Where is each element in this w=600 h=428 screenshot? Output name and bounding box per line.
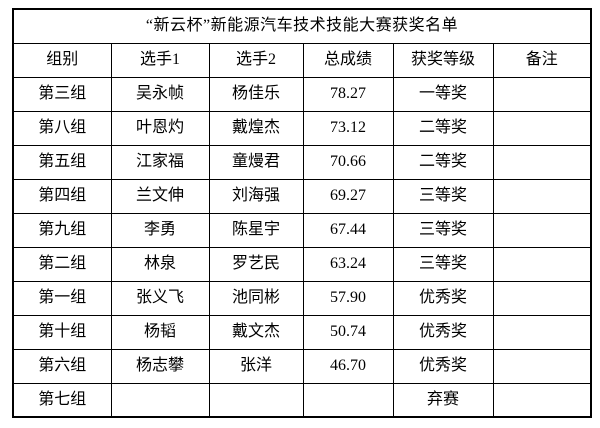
table-cell: [492, 382, 593, 418]
table-cell: 兰文伸: [110, 178, 210, 214]
table-cell: [492, 212, 593, 248]
table-cell: 优秀奖: [392, 314, 494, 350]
table-cell: 三等奖: [392, 212, 494, 248]
table-cell: [492, 314, 593, 350]
table-cell: [492, 178, 593, 214]
table-cell: 46.70: [302, 348, 394, 384]
table-cell: 江家福: [110, 144, 210, 180]
table-cell: 第十组: [12, 314, 112, 350]
table-cell: 杨韬: [110, 314, 210, 350]
table-row: 第九组 李勇 陈星宇 67.44 三等奖: [12, 212, 593, 248]
table-cell: 三等奖: [392, 178, 494, 214]
table-row: 第三组 吴永帧 杨佳乐 78.27 一等奖: [12, 76, 593, 112]
column-header: 获奖等级: [392, 42, 494, 78]
table-row: 第四组 兰文伸 刘海强 69.27 三等奖: [12, 178, 593, 214]
table-cell: 第七组: [12, 382, 112, 418]
table-cell: 70.66: [302, 144, 394, 180]
table-cell: 第四组: [12, 178, 112, 214]
table-cell: 第六组: [12, 348, 112, 384]
table-row: 第八组 叶恩灼 戴煌杰 73.12 二等奖: [12, 110, 593, 146]
table-cell: 二等奖: [392, 144, 494, 180]
table-header-row: 组别 选手1 选手2 总成绩 获奖等级 备注: [12, 42, 593, 78]
award-list-table: “新云杯”新能源汽车技术技能大赛获奖名单 组别 选手1 选手2 总成绩 获奖等级 备注 第…: [11, 8, 593, 418]
table-cell: 第三组: [12, 76, 112, 112]
table-cell: 67.44: [302, 212, 394, 248]
table-cell: 优秀奖: [392, 280, 494, 316]
table-cell: 第八组: [12, 110, 112, 146]
table-cell: [208, 382, 304, 418]
table-cell: 戴文杰: [208, 314, 304, 350]
table-cell: 78.27: [302, 76, 394, 112]
table-title: “新云杯”新能源汽车技术技能大赛获奖名单: [11, 8, 593, 44]
table-cell: [492, 144, 593, 180]
table-cell: 第九组: [12, 212, 112, 248]
table-row: 第一组 张义飞 池同彬 57.90 优秀奖: [12, 280, 593, 316]
table-cell: 三等奖: [392, 246, 494, 282]
table-cell: 张义飞: [110, 280, 210, 316]
column-header: 选手1: [110, 42, 210, 78]
table-cell: [110, 382, 210, 418]
table-cell: 吴永帧: [110, 76, 210, 112]
table-cell: 第五组: [12, 144, 112, 180]
table-cell: 杨志攀: [110, 348, 210, 384]
table-cell: 第二组: [12, 246, 112, 282]
table-cell: 一等奖: [392, 76, 494, 112]
table-cell: [302, 382, 394, 418]
table-cell: [492, 76, 593, 112]
table-cell: 第一组: [12, 280, 112, 316]
column-header: 选手2: [208, 42, 304, 78]
table-cell: 童熳君: [208, 144, 304, 180]
table-cell: 池同彬: [208, 280, 304, 316]
column-header: 备注: [492, 42, 593, 78]
table-row: 第十组 杨韬 戴文杰 50.74 优秀奖: [12, 314, 593, 350]
table-cell: 陈星宇: [208, 212, 304, 248]
table-row: 第七组 弃赛: [12, 382, 593, 418]
table-cell: 弃赛: [392, 382, 494, 418]
table-cell: 戴煌杰: [208, 110, 304, 146]
table-cell: 63.24: [302, 246, 394, 282]
table-row: 第二组 林泉 罗艺民 63.24 三等奖: [12, 246, 593, 282]
table-cell: 二等奖: [392, 110, 494, 146]
table-row: 第五组 江家福 童熳君 70.66 二等奖: [12, 144, 593, 180]
table-title-row: “新云杯”新能源汽车技术技能大赛获奖名单: [11, 8, 593, 44]
table-cell: 林泉: [110, 246, 210, 282]
table-cell: [492, 246, 593, 282]
table-cell: 叶恩灼: [110, 110, 210, 146]
table-cell: [492, 110, 593, 146]
table-cell: 50.74: [302, 314, 394, 350]
table-cell: 李勇: [110, 212, 210, 248]
column-header: 总成绩: [302, 42, 394, 78]
table-cell: 杨佳乐: [208, 76, 304, 112]
table-cell: [492, 280, 593, 316]
table-cell: 69.27: [302, 178, 394, 214]
table-cell: [492, 348, 593, 384]
table-cell: 57.90: [302, 280, 394, 316]
table-cell: 张洋: [208, 348, 304, 384]
table-cell: 优秀奖: [392, 348, 494, 384]
table-row: 第六组 杨志攀 张洋 46.70 优秀奖: [12, 348, 593, 384]
column-header: 组别: [12, 42, 112, 78]
table-cell: 罗艺民: [208, 246, 304, 282]
table-cell: 73.12: [302, 110, 394, 146]
table-cell: 刘海强: [208, 178, 304, 214]
